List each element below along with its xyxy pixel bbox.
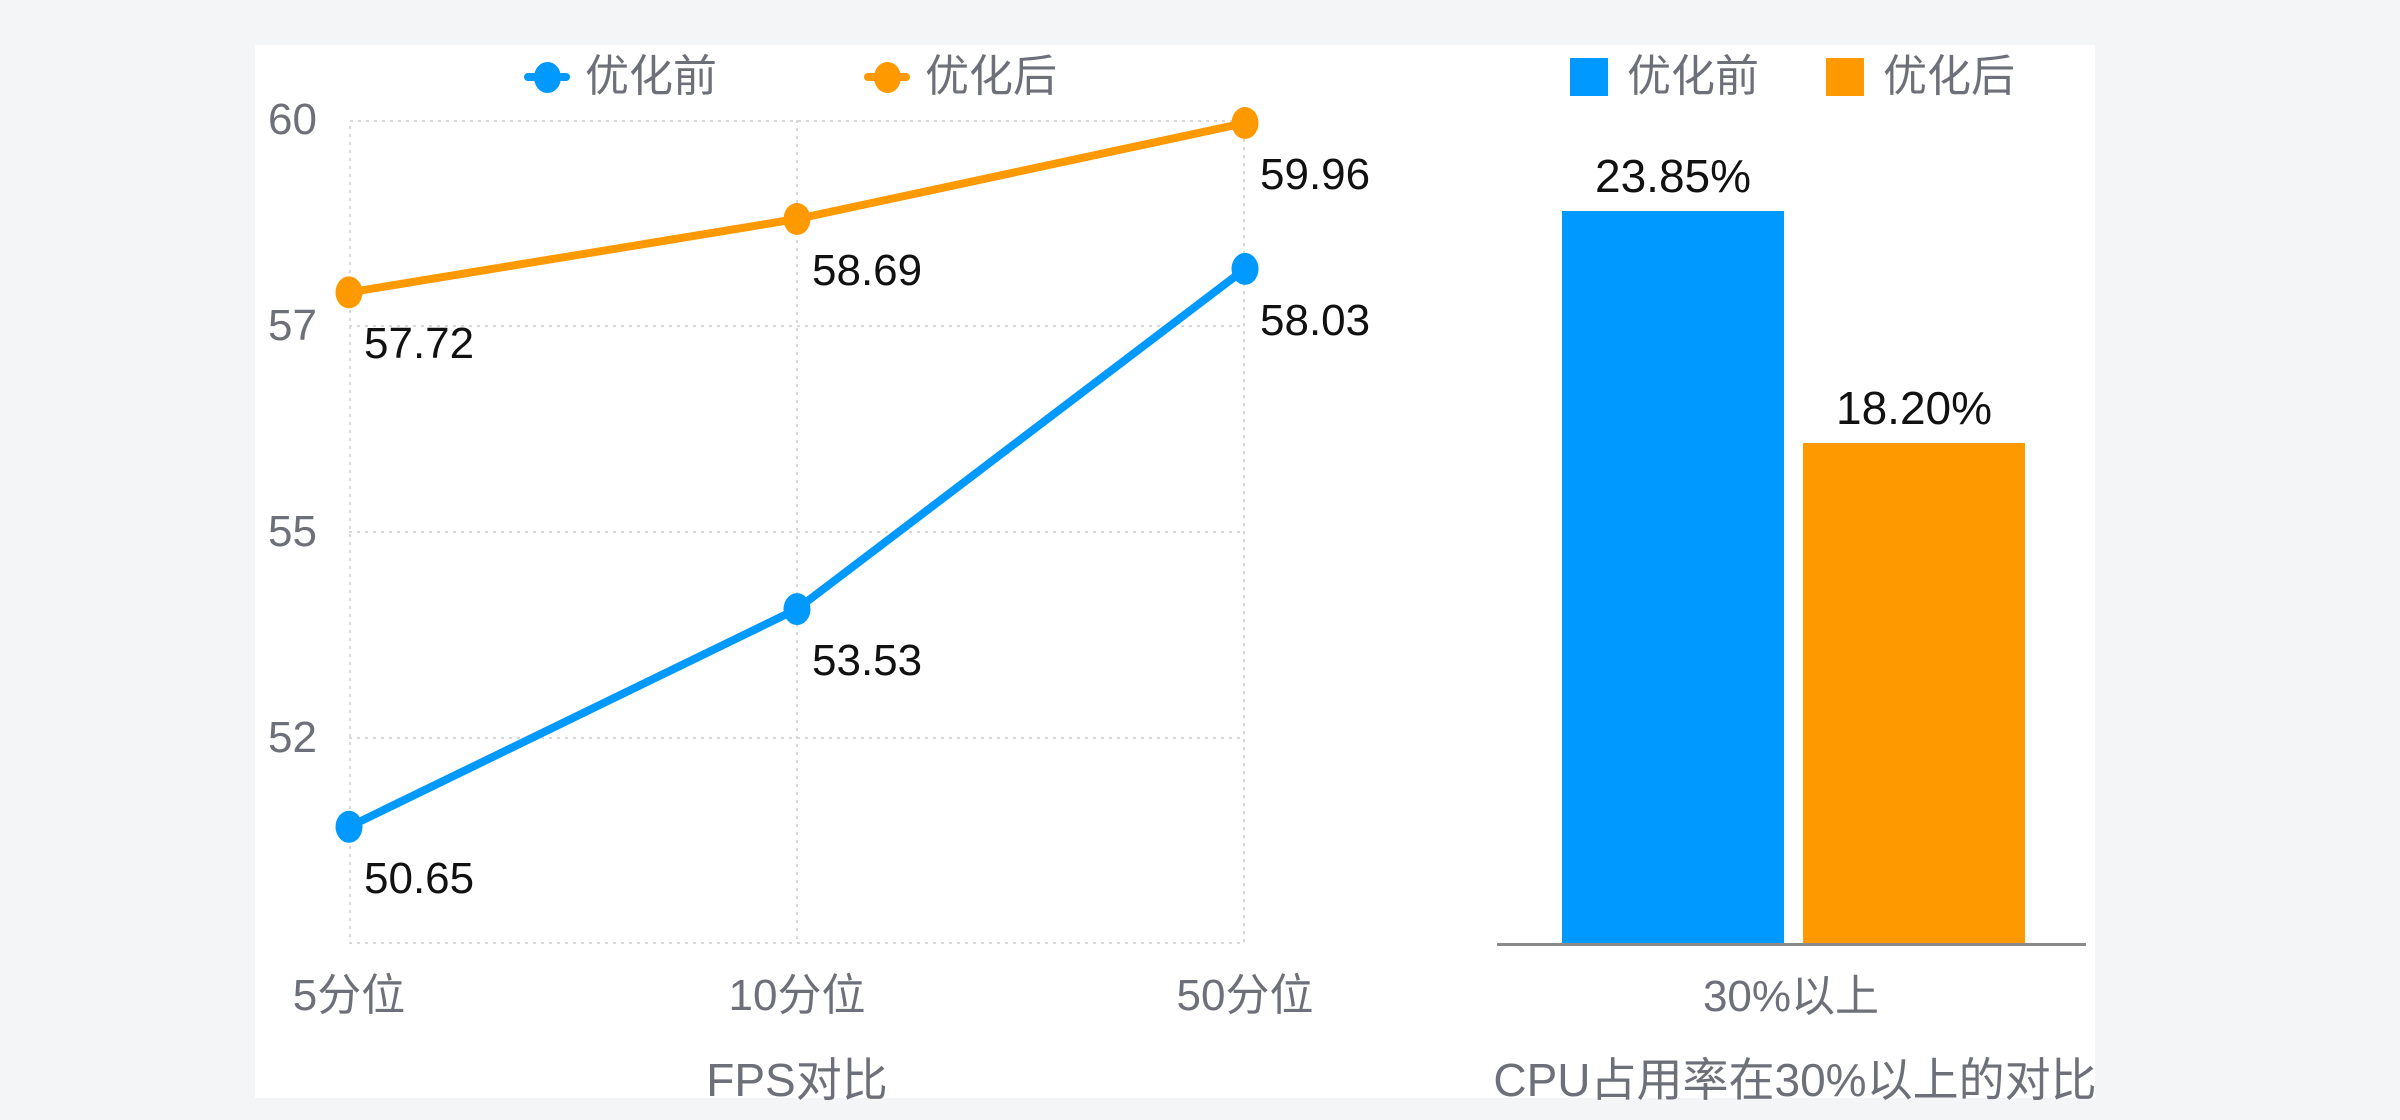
legend-item-before[interactable]: 优化前 xyxy=(1570,55,1759,99)
line-plot-area xyxy=(335,107,1259,944)
bar-value-label: 18.20% xyxy=(1835,382,1993,434)
legend-label: 优化后 xyxy=(925,52,1057,101)
x-axis-label: 50分位 xyxy=(1176,971,1314,1020)
x-axis-label: 10分位 xyxy=(728,971,866,1020)
x-axis-label: 5分位 xyxy=(292,971,406,1020)
bar-value-label: 23.85% xyxy=(1594,150,1752,202)
y-axis-label: 60 xyxy=(268,95,317,144)
legend-item-after[interactable]: 优化后 xyxy=(864,55,1057,99)
x-axis: 30%以上 xyxy=(1496,972,2086,1024)
y-axis-label: 55 xyxy=(268,507,317,556)
line-series-icon xyxy=(864,61,910,93)
legend-label: 优化前 xyxy=(1627,52,1759,101)
bar-series-icon xyxy=(1826,58,1864,96)
legend-item-before[interactable]: 优化前 xyxy=(524,55,717,99)
legend-label: 优化后 xyxy=(1883,52,2015,101)
y-axis: 60 57 55 52 xyxy=(170,95,317,944)
x-axis-label: 30%以上 xyxy=(1702,972,1880,1021)
y-axis-label: 52 xyxy=(268,713,317,762)
line-series-icon xyxy=(524,61,570,93)
line-chart-legend: 优化前 优化后 xyxy=(524,55,1057,99)
bar-chart-title: CPU占用率在30%以上的对比 xyxy=(1493,1054,2097,1106)
bar-series-icon xyxy=(1570,58,1608,96)
legend-label: 优化前 xyxy=(585,52,717,101)
charts-panel xyxy=(255,45,2095,1098)
x-axis: 5分位 10分位 50分位 xyxy=(293,971,1314,1024)
bar-plot-area: 23.85% 18.20% xyxy=(1496,153,2086,943)
legend-item-after[interactable]: 优化后 xyxy=(1826,55,2015,99)
line-chart-title: FPS对比 xyxy=(706,1054,888,1106)
y-axis-label: 57 xyxy=(268,301,317,350)
x-axis-line xyxy=(1497,943,2086,946)
bar-after xyxy=(1803,443,2025,943)
bar-before xyxy=(1562,211,1784,943)
bar-chart-legend: 优化前 优化后 xyxy=(1570,55,2015,99)
